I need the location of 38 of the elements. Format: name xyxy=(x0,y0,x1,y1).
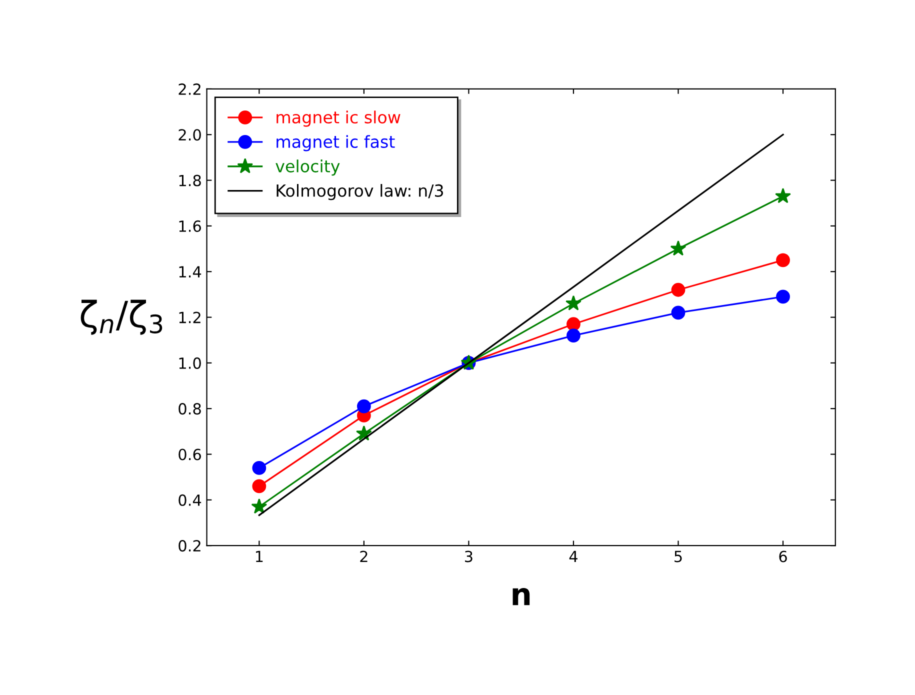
point xyxy=(356,425,372,441)
point xyxy=(776,290,790,304)
point xyxy=(252,479,266,494)
y-tick-label: 1.2 xyxy=(179,312,200,324)
point xyxy=(566,295,582,310)
point xyxy=(252,461,266,475)
x-axis-title: n xyxy=(512,588,530,606)
y-tick-label: 1.0 xyxy=(179,357,201,369)
y-tick-label: 2.0 xyxy=(178,129,201,141)
y-axis-title: ζ$_{n}$/ζ$_{3}$ xyxy=(80,300,162,335)
point xyxy=(776,253,790,268)
x-tick-label: 5 xyxy=(674,550,682,562)
point xyxy=(671,306,686,320)
x-tick-label: 4 xyxy=(569,550,578,562)
y-tick-label: 0.6 xyxy=(178,448,201,460)
y-tick-label: 0.2 xyxy=(178,540,200,552)
x-tick-label: 6 xyxy=(779,550,787,562)
point xyxy=(670,240,686,256)
x-tick-label: 1 xyxy=(256,550,263,562)
y-tick-label: 0.4 xyxy=(178,494,202,506)
line-series xyxy=(258,134,784,516)
y-tick-label: 1.8 xyxy=(179,174,201,186)
y-tick-label: 2.2 xyxy=(178,83,200,95)
y-tick-label: 0.8 xyxy=(178,403,201,415)
point xyxy=(251,498,268,514)
legend-label: magnet ic fast xyxy=(276,135,395,152)
point xyxy=(356,399,371,414)
x-tick-label: 3 xyxy=(465,550,472,562)
y-tick-label: 1.4 xyxy=(179,266,202,278)
point xyxy=(566,328,580,342)
point xyxy=(566,317,580,332)
point xyxy=(775,188,791,204)
legend-label: magnet ic slow xyxy=(276,110,400,127)
y-tick-label: 1.6 xyxy=(179,220,201,232)
legend-label: velocity xyxy=(276,160,340,176)
legend-label: Kolmogorov law: n/3 xyxy=(276,184,444,200)
point xyxy=(671,282,686,297)
x-tick-label: 2 xyxy=(360,550,368,562)
